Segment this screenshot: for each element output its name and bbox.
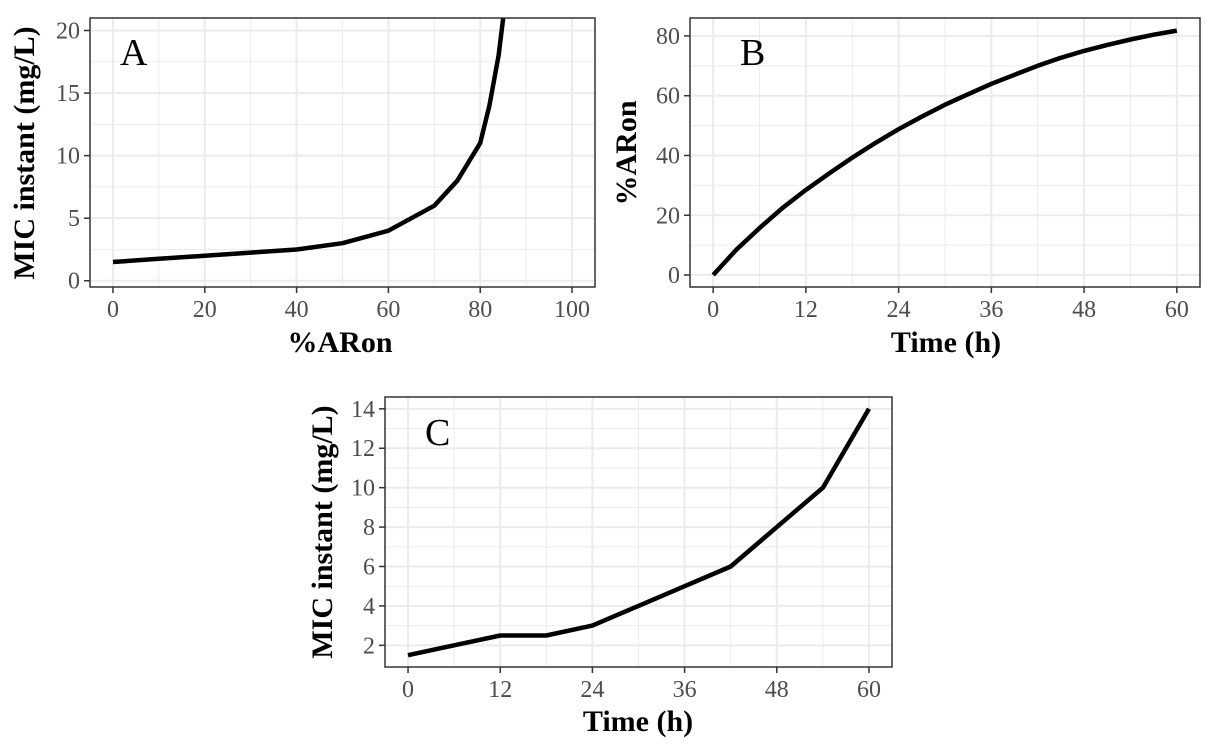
- x-tick-label: 12: [794, 297, 818, 323]
- series-line-b: [711, 28, 1178, 277]
- panel-label-a: A: [120, 32, 148, 74]
- y-tick-label: 6: [363, 554, 375, 580]
- plot-frame-b: [689, 17, 1201, 288]
- y-axis-title-c: MIC instant (mg/L): [306, 405, 339, 658]
- x-tick-label: 60: [1165, 297, 1189, 323]
- x-tick-label: 0: [707, 297, 719, 323]
- y-tick-label: 0: [668, 263, 680, 289]
- x-tick-label: 60: [857, 677, 881, 703]
- plot-frame-c: [384, 396, 893, 668]
- y-tick-label: 60: [656, 84, 680, 110]
- y-axis-title-a: MIC instant (mg/L): [8, 26, 41, 279]
- panel-label-c: C: [425, 412, 450, 454]
- x-tick-label: 80: [468, 297, 492, 323]
- x-tick-label: 48: [765, 677, 789, 703]
- x-tick-label: 36: [979, 297, 1003, 323]
- y-tick-label: 4: [363, 594, 375, 620]
- x-axis-title-b: Time (h): [891, 326, 1001, 359]
- panel-b: 0 12 24 36 48 60 0 20 40 60 80 B Time (h) %ARon: [610, 17, 1201, 359]
- x-tick-label: 0: [402, 677, 414, 703]
- x-tick-label: 48: [1072, 297, 1096, 323]
- panel-a: 0 20 40 60 80 100 0 5 10 15 20 A %ARon MIC instant…: [8, 17, 596, 359]
- x-tick-label: 0: [107, 297, 119, 323]
- y-tick-label: 20: [656, 203, 680, 229]
- y-tick-label: 2: [363, 633, 375, 659]
- x-axis-title-c: Time (h): [583, 705, 693, 738]
- series-line-c: [407, 407, 871, 658]
- x-tick-label: 24: [580, 677, 604, 703]
- y-tick-label: 10: [56, 144, 80, 170]
- x-tick-label: 12: [488, 677, 512, 703]
- plot-frame-a: [89, 17, 596, 288]
- x-tick-label: 36: [673, 677, 697, 703]
- y-tick-label: 20: [56, 19, 80, 45]
- series-line-a: [112, 18, 506, 265]
- y-tick-label: 5: [68, 206, 80, 232]
- x-tick-label: 40: [285, 297, 309, 323]
- x-axis-title-a: %ARon: [287, 326, 392, 359]
- y-tick-label: 8: [363, 515, 375, 541]
- y-tick-label: 10: [351, 476, 375, 502]
- x-tick-label: 24: [887, 297, 911, 323]
- y-tick-label: 80: [656, 24, 680, 50]
- x-tick-label: 100: [554, 297, 590, 323]
- panel-label-b: B: [740, 32, 765, 74]
- y-tick-label: 40: [656, 143, 680, 169]
- y-tick-label: 12: [351, 436, 375, 462]
- y-tick-label: 15: [56, 81, 80, 107]
- x-tick-label: 60: [376, 297, 400, 323]
- y-tick-label: 14: [351, 397, 375, 423]
- y-tick-label: 0: [68, 269, 80, 295]
- y-axis-title-b: %ARon: [610, 100, 643, 205]
- x-tick-label: 20: [193, 297, 217, 323]
